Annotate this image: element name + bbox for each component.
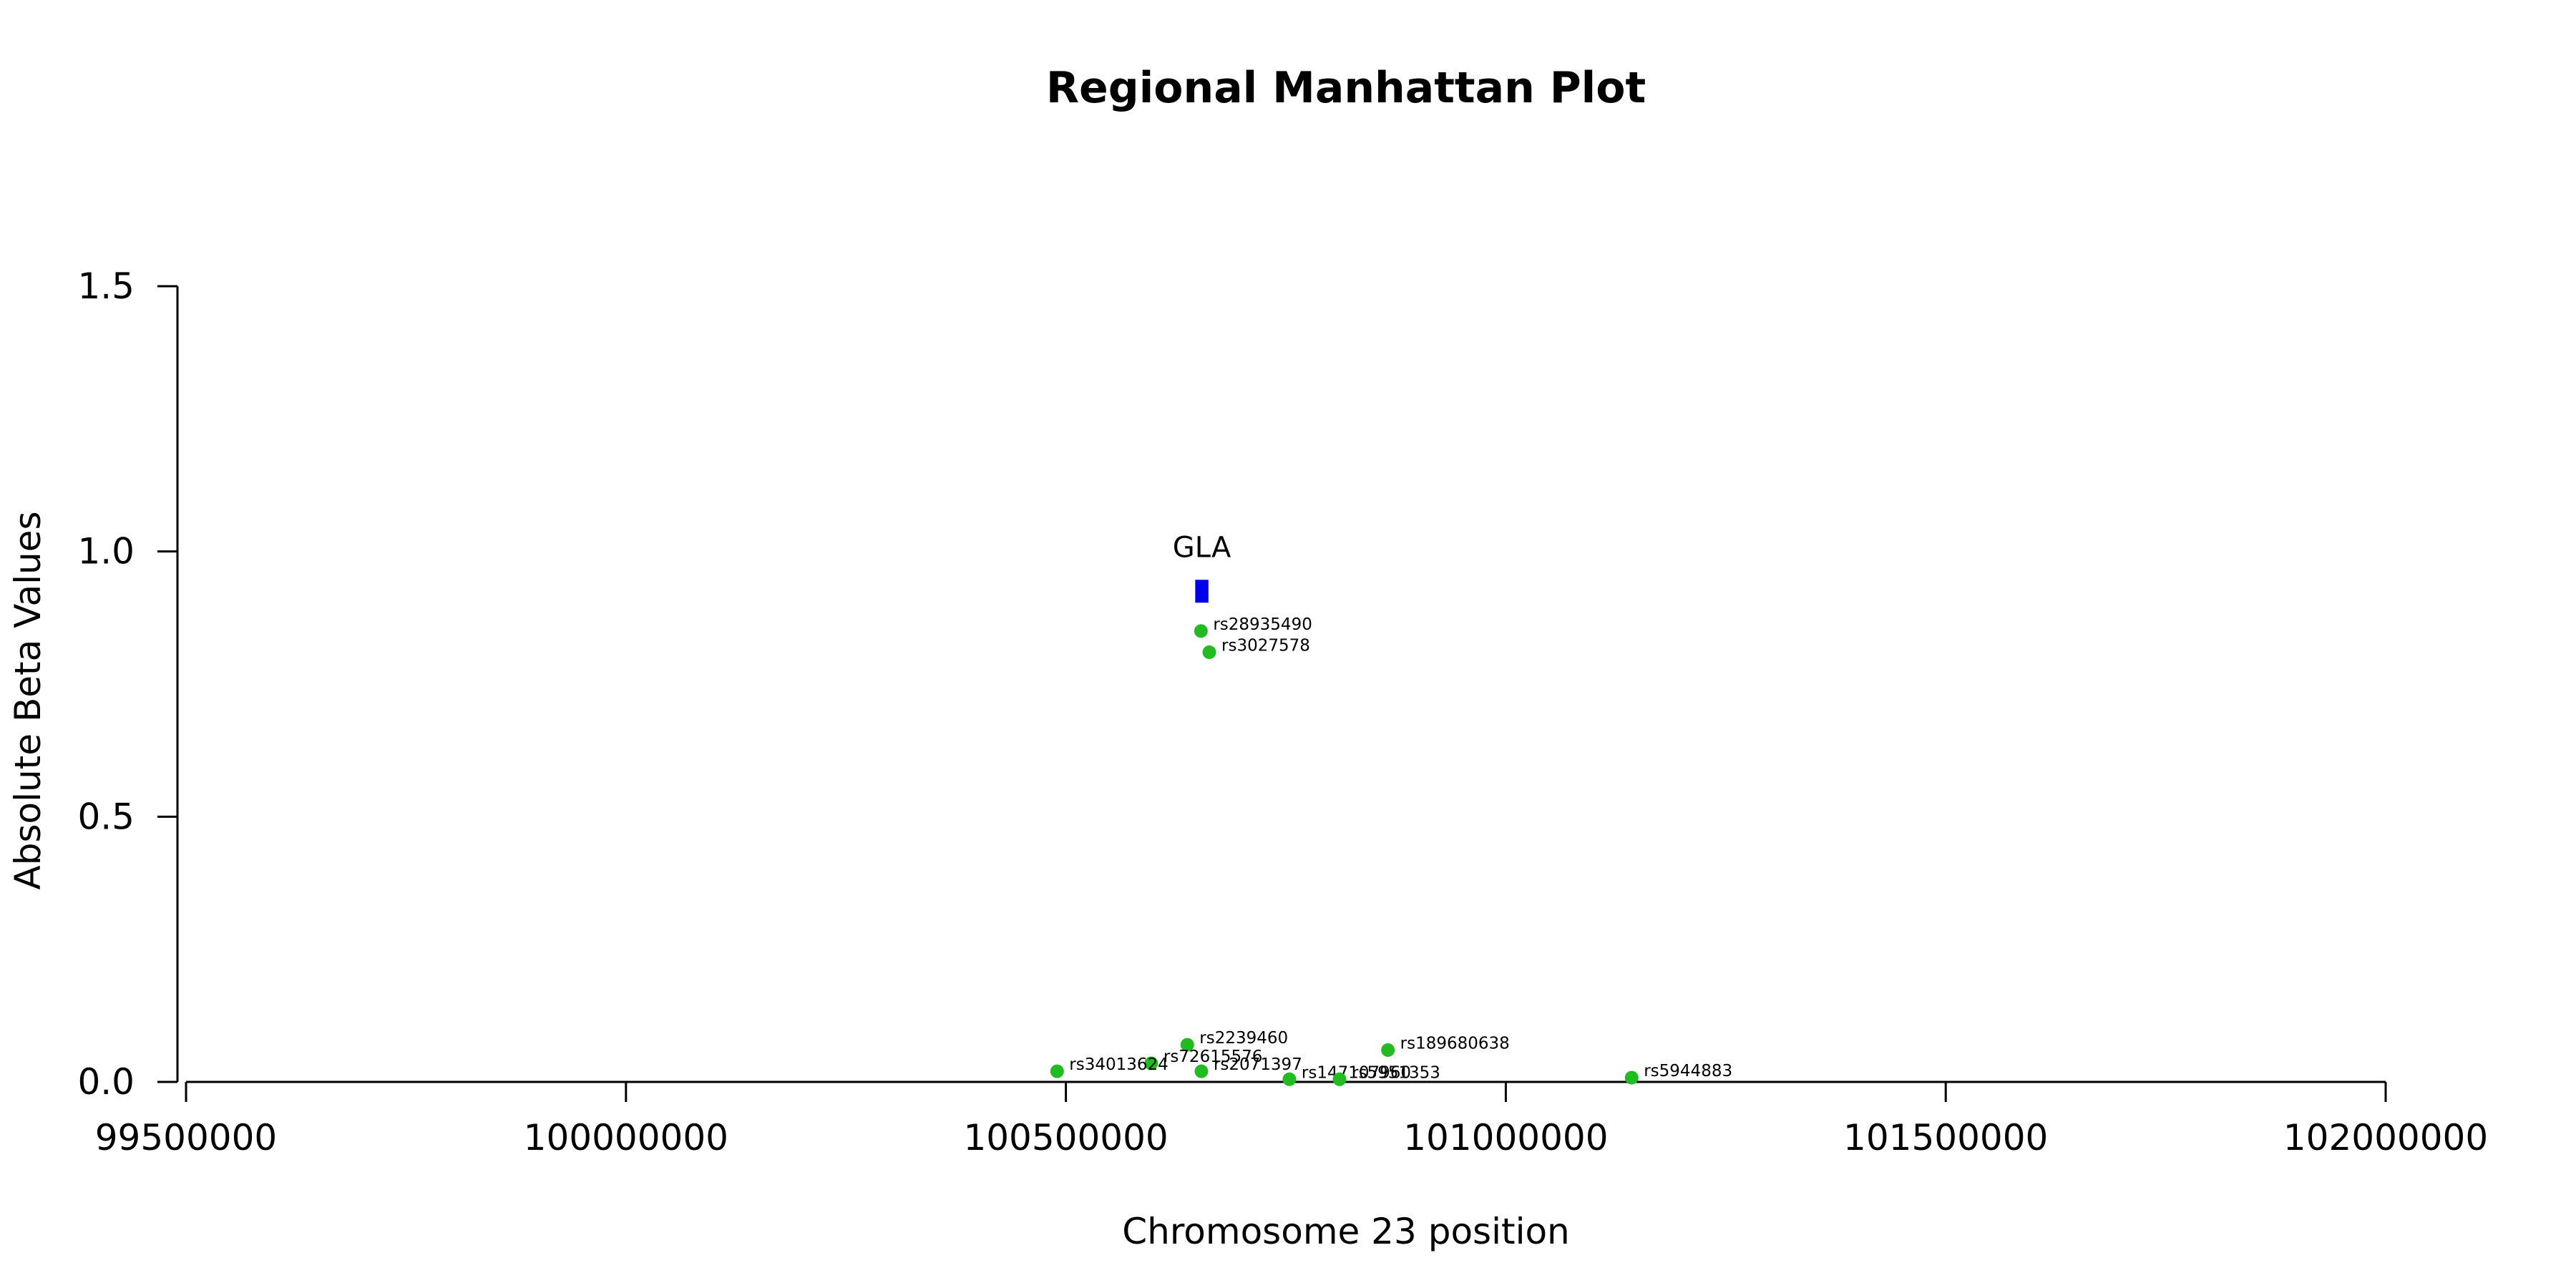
- y-tick-label: 0.0: [77, 1061, 135, 1103]
- snp-label: rs5951353: [1352, 1063, 1440, 1082]
- y-axis-label: Absolute Beta Values: [7, 512, 49, 890]
- chart-title: Regional Manhattan Plot: [1046, 63, 1646, 113]
- snp-label: rs2071397: [1214, 1055, 1302, 1074]
- x-tick-label: 102000000: [2283, 1117, 2488, 1158]
- axes: 99500000 100000000 100500000 101000000 10150…: [77, 265, 2488, 1158]
- snp-label: rs72615576: [1163, 1048, 1263, 1066]
- snp-point: [1282, 1072, 1297, 1086]
- snp-label: rs3027578: [1221, 637, 1310, 655]
- snp-point: [1194, 624, 1208, 638]
- x-tick-label: 101000000: [1403, 1117, 1608, 1158]
- gene-label: GLA: [1173, 531, 1231, 564]
- snp-label: rs28935490: [1213, 615, 1312, 634]
- snp-label: rs147107960: [1302, 1063, 1411, 1082]
- snp-point: [1202, 645, 1216, 660]
- snp-point: [1332, 1072, 1347, 1086]
- y-tick-label: 1.0: [77, 531, 135, 572]
- snp-point: [1381, 1043, 1395, 1058]
- snp-point: [1050, 1064, 1064, 1078]
- y-tick-label: 1.5: [77, 265, 135, 307]
- y-tick-label: 0.5: [77, 796, 135, 837]
- gene-box: [1195, 580, 1209, 603]
- snp-points: rs28935490rs3027578rs2239460rs72615576rs…: [1050, 615, 1732, 1086]
- x-tick-label: 100500000: [963, 1117, 1168, 1158]
- x-axis-label: Chromosome 23 position: [1122, 1211, 1570, 1252]
- snp-label: rs34013624: [1069, 1055, 1169, 1074]
- snp-point: [1624, 1070, 1639, 1085]
- gene-track: GLA: [1173, 531, 1231, 603]
- snp-point: [1194, 1064, 1209, 1078]
- x-tick-label: 101500000: [1843, 1117, 2048, 1158]
- x-tick-label: 100000000: [524, 1117, 728, 1158]
- x-tick-label: 99500000: [95, 1117, 278, 1158]
- snp-label: rs2239460: [1199, 1029, 1288, 1048]
- snp-label: rs5944883: [1644, 1062, 1732, 1080]
- snp-label: rs189680638: [1400, 1035, 1510, 1053]
- snp-point: [1180, 1038, 1194, 1052]
- snp-point: [1144, 1056, 1158, 1070]
